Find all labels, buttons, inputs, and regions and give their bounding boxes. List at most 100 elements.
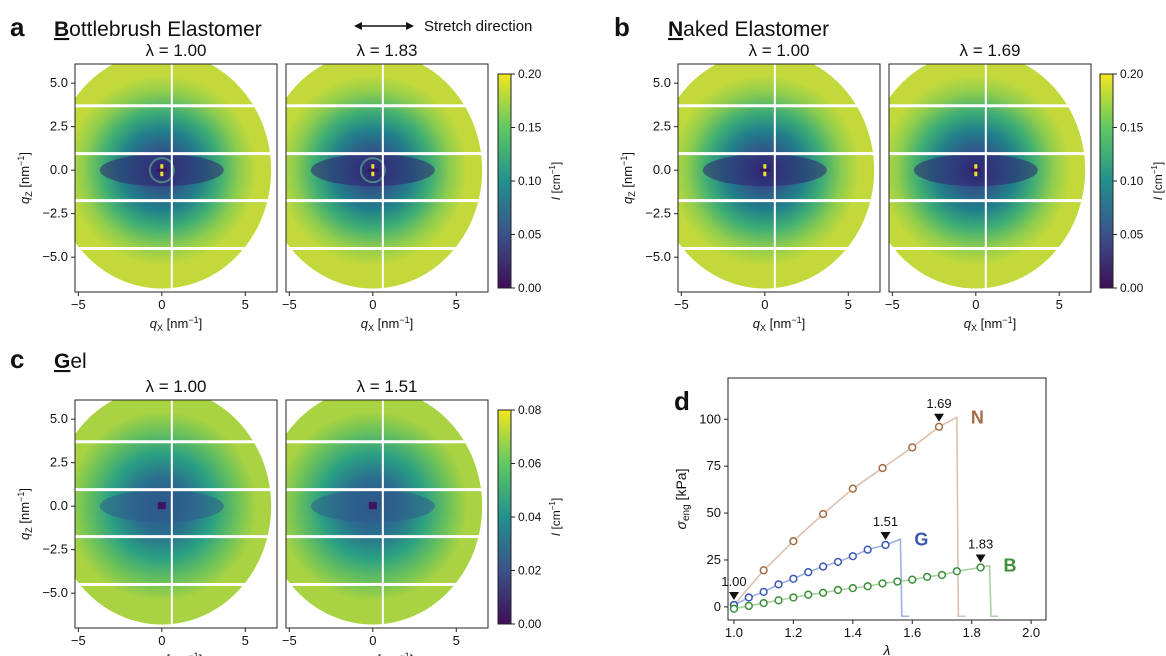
break-marker: 1.51: [873, 514, 898, 540]
axes-frame: [285, 399, 489, 629]
detector-gap: [75, 582, 277, 586]
detector-gap: [678, 199, 880, 203]
break-marker: 1.00: [721, 574, 747, 600]
axes-frame: [727, 377, 1047, 621]
svg-text:I [cm−1]: I [cm−1]: [548, 498, 563, 536]
colorbar-tick-label: 0.00: [518, 617, 542, 631]
series-B-point: [804, 590, 813, 599]
svg-text:qZ [nm−1]: qZ [nm−1]: [16, 488, 34, 540]
series-B-point: [922, 572, 932, 582]
y-tick-label: 5.0: [50, 75, 68, 90]
marker-arrow: [728, 591, 739, 600]
colorbar-tick-label: 0.04: [518, 510, 542, 524]
x-tick-label: −5: [885, 297, 900, 312]
svg-text:qZ [nm−1]: qZ [nm−1]: [619, 152, 637, 204]
detector-gap-vertical: [773, 64, 776, 292]
y-tick-label: 0.0: [50, 498, 68, 513]
panel-letter-c: c: [10, 344, 24, 374]
colorbar-gradient: [1099, 73, 1114, 289]
axes-frame: [888, 63, 1092, 293]
svg-text:qX [nm−1]: qX [nm−1]: [753, 315, 805, 333]
heatmap-c-1: λ = 1.00 −5 0 5 qX [nm−1] 5.0 2.5 0.0 −2.5 −5.0 qZ…: [16, 377, 278, 656]
detector-gap: [75, 535, 277, 539]
y-tick-label: 0: [714, 599, 721, 614]
stress-strain-chart: 1.0 1.2 1.4 1.6 1.8 2.0 0 25 50 75 100 λ σeng [kPa] N…: [673, 377, 1047, 656]
detector-gap: [889, 152, 1091, 156]
detector-gap: [75, 199, 277, 203]
marker-label: 1.69: [926, 396, 951, 411]
marker-label: 1.83: [968, 536, 993, 551]
marker-arrow: [934, 413, 945, 422]
marker-arrow: [880, 531, 891, 540]
y-tick-label: −5.0: [42, 585, 68, 600]
colorbar-tick-label: 0.20: [518, 67, 542, 81]
x-tick-label: 0: [369, 633, 376, 648]
y-tick-label: 5.0: [50, 411, 68, 426]
x-tick-label: 0: [369, 297, 376, 312]
y-tick-label: −5.0: [42, 249, 68, 264]
svg-text:σeng [kPa]: σeng [kPa]: [673, 469, 692, 530]
detector-gap-vertical: [381, 400, 384, 628]
x-tick-label: 5: [242, 297, 249, 312]
detector-gap: [678, 104, 880, 108]
colorbar-tick-label: 0.20: [1120, 67, 1144, 81]
panel-title-c: Gel: [54, 350, 87, 373]
y-tick-label: 100: [699, 411, 721, 426]
series-N-point: [934, 422, 944, 431]
x-tick-label: 0: [761, 297, 768, 312]
detector-gap: [889, 199, 1091, 203]
series-N: N: [729, 407, 984, 618]
panel-title-b: Naked Elastomer: [668, 18, 829, 41]
series-N-point: [818, 509, 828, 519]
heatmap-subtitle: λ = 1.00: [146, 377, 207, 396]
heatmap-subtitle: λ = 1.51: [357, 377, 418, 396]
y-axis-label: qZ [nm−1]: [16, 152, 34, 204]
series-N-point: [908, 443, 917, 452]
stretch-direction-indicator: Stretch direction: [354, 18, 532, 35]
colorbar-tick-label: 0.02: [518, 564, 542, 578]
x-tick-label: 1.0: [725, 625, 743, 640]
colorbar-gradient: [497, 409, 512, 625]
x-axis-label: λ: [883, 642, 891, 656]
heatmap-subtitle: λ = 1.69: [960, 41, 1021, 60]
panel-letter-d: d: [674, 386, 690, 416]
heatmap-c-2: λ = 1.51 −5 0 5 qX [nm−1]: [282, 377, 489, 656]
detector-gap: [286, 152, 488, 156]
detector-gap: [678, 152, 880, 156]
series-N-point: [759, 566, 768, 575]
axes-frame: [74, 63, 278, 293]
y-tick-label: 5.0: [653, 75, 671, 90]
series-G-point: [848, 552, 857, 561]
x-tick-label: 2.0: [1022, 625, 1040, 640]
heatmap-subtitle: λ = 1.00: [749, 41, 810, 60]
x-tick-label: −5: [674, 297, 689, 312]
x-tick-label: 1.6: [903, 625, 921, 640]
detector-gap: [286, 582, 488, 586]
stretch-direction-label: Stretch direction: [424, 18, 532, 35]
series-B-point: [833, 585, 843, 595]
colorbar-tick-label: 0.00: [518, 281, 542, 295]
series-N-point: [848, 484, 857, 493]
series-G-point: [863, 545, 872, 554]
colorbar-a: 0.20 0.15 0.10 0.05 0.00 I [cm−1]: [497, 67, 563, 295]
x-tick-label: 5: [242, 633, 249, 648]
heatmap-subtitle: λ = 1.00: [146, 41, 207, 60]
colorbar-tick-label: 0.10: [1120, 174, 1144, 188]
detector-gap-vertical: [170, 64, 173, 292]
colorbar-tick-label: 0.06: [518, 457, 542, 471]
colorbar-label: I [cm−1]: [548, 162, 563, 200]
colorbar-c: 0.08 0.06 0.04 0.02 0.00 I [cm−1]: [497, 403, 563, 631]
y-tick-label: 0.0: [653, 162, 671, 177]
series-B-point: [848, 583, 857, 593]
x-axis-label: qX [nm−1]: [753, 315, 805, 333]
marker-label: 1.00: [721, 574, 746, 589]
detector-gap: [286, 440, 488, 444]
colorbar-label: I [cm−1]: [548, 498, 563, 536]
svg-text:I [cm−1]: I [cm−1]: [1150, 162, 1165, 200]
detector-gap: [75, 488, 277, 492]
x-tick-label: −5: [71, 297, 86, 312]
colorbar-tick-label: 0.15: [1120, 121, 1144, 135]
heatmap-a-2: λ = 1.83 −5 0 5 qX [nm−1]: [282, 41, 489, 333]
y-tick-label: 2.5: [50, 455, 68, 470]
